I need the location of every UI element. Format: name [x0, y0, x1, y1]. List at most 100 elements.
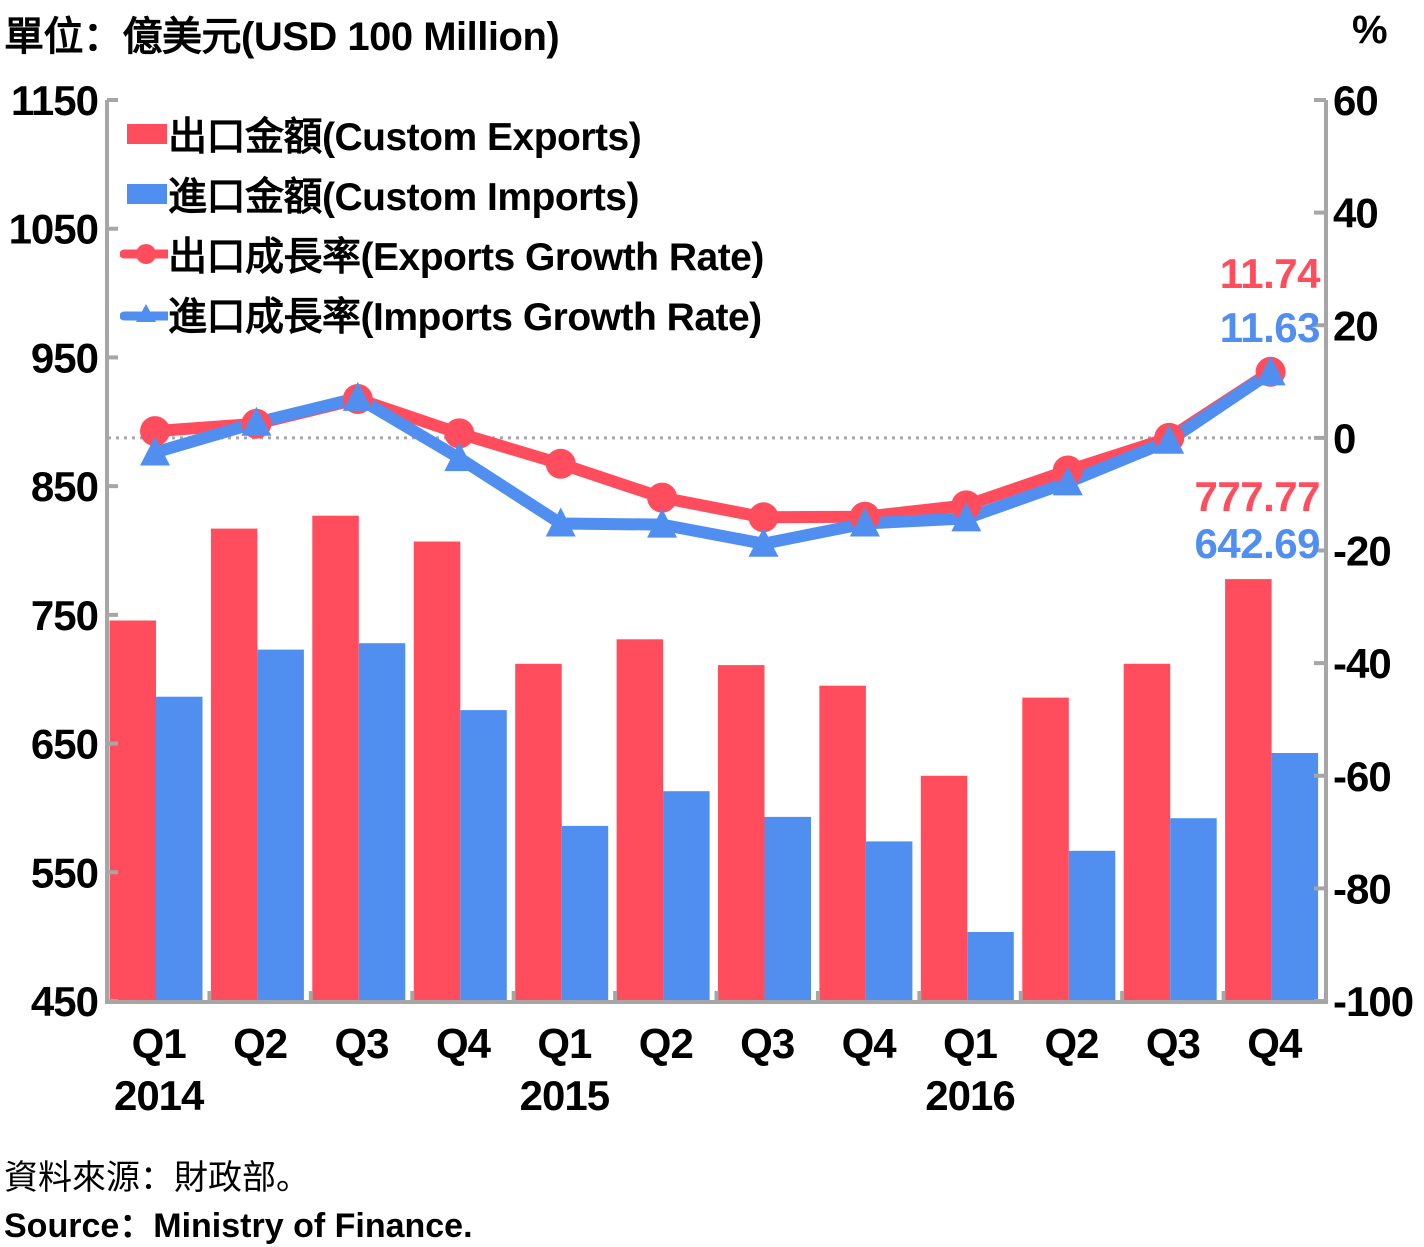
imports-bar — [764, 816, 811, 1001]
x-axis-category-label: Q3 — [740, 1020, 794, 1067]
axes-layer — [105, 98, 1328, 1004]
exports-bar — [819, 685, 866, 1001]
exports-bar — [616, 639, 664, 1001]
exports-growth-point — [647, 482, 678, 513]
left-axis-tick-label: 550 — [31, 849, 98, 896]
imports-growth-line — [153, 367, 1274, 550]
x-axis-category-label: Q1 — [537, 1020, 592, 1067]
imports-growth-point — [444, 442, 475, 472]
exports-growth-data-label: 11.74 — [1220, 250, 1321, 297]
exports-bar — [718, 665, 765, 1001]
imports-growth-point — [545, 507, 576, 537]
left-axis-tick-label: 950 — [31, 334, 98, 381]
labels-layer: 450 550 650 750 850 950 1050 1150 -100 -80 -60 -40 -… — [9, 77, 1415, 1119]
x-axis-category-label: Q2 — [639, 1020, 693, 1067]
left-axis-tick-label: 850 — [31, 463, 98, 510]
x-axis-category-label: Q4 — [1247, 1020, 1303, 1067]
lines-layer — [140, 356, 1286, 557]
exports-bar — [515, 663, 562, 1001]
exports-growth-point — [444, 418, 475, 449]
x-axis-category-label: Q2 — [1044, 1020, 1098, 1067]
x-axis-category-label: Q3 — [1146, 1020, 1200, 1067]
x-axis-category-label: Q1 — [132, 1020, 187, 1067]
imports-growth-point — [647, 508, 678, 538]
right-axis-tick-label: -40 — [1333, 640, 1391, 687]
x-axis-year-label: 2015 — [520, 1072, 610, 1119]
imports-bar — [156, 696, 203, 1001]
left-axis-tick-label: 750 — [31, 592, 98, 639]
imports-bar — [1170, 818, 1217, 1001]
right-axis-tick-label: -20 — [1333, 528, 1391, 575]
imports-growth-data-label: 11.63 — [1220, 304, 1320, 351]
imports-growth-point — [140, 436, 170, 466]
legend-label-imports: 進口金額(Custom Imports) — [168, 176, 640, 219]
legend-label-exports: 出口金額(Custom Exports) — [168, 116, 642, 159]
exports-bar — [210, 528, 258, 1001]
right-axis-tick-label: 0 — [1333, 415, 1355, 462]
right-axis-tick-label: -80 — [1333, 865, 1391, 912]
exports-growth-point — [748, 502, 779, 533]
imports-bar — [561, 825, 609, 1001]
left-axis-tick-label: 450 — [31, 978, 98, 1025]
exports-bar — [1225, 579, 1272, 1001]
right-axis-tick-label: 40 — [1333, 190, 1378, 237]
x-axis-category-label: Q4 — [436, 1020, 492, 1067]
imports-growth-point — [1255, 356, 1286, 386]
source-note-zh: 資料來源：財政部。 — [4, 1159, 310, 1197]
imports-bar — [1271, 753, 1319, 1001]
legend-swatch-exports-growth-line — [120, 244, 168, 264]
left-axis-tick-label: 1150 — [11, 77, 98, 124]
source-note-en: Source：Ministry of Finance. — [4, 1207, 473, 1245]
bars-layer — [109, 515, 1319, 1002]
exports-value-data-label: 777.77 — [1195, 473, 1320, 520]
x-axis-year-label: 2014 — [114, 1072, 205, 1119]
imports-bar — [358, 643, 406, 1001]
right-axis-tick-label: -60 — [1333, 753, 1391, 800]
right-axis-tick-label: 20 — [1333, 302, 1378, 349]
imports-bar — [967, 932, 1014, 1001]
x-axis-year-label: 2016 — [925, 1072, 1014, 1119]
legend-item-exports: 出口金額(Custom Exports) — [120, 104, 764, 164]
x-axis-category-label: Q2 — [233, 1020, 287, 1067]
exports-growth-point — [140, 416, 170, 447]
imports-growth-point — [241, 406, 272, 436]
imports-value-data-label: 642.69 — [1195, 520, 1320, 567]
x-axis-category-label: Q3 — [334, 1020, 388, 1067]
imports-bar — [663, 791, 710, 1001]
imports-growth-point — [748, 527, 779, 557]
legend-label-exports-growth: 出口成長率(Exports Growth Rate) — [168, 236, 764, 279]
imports-bar — [865, 841, 913, 1001]
imports-bar — [1068, 850, 1116, 1001]
x-axis-category-label: Q4 — [842, 1020, 898, 1067]
legend-item-imports: 進口金額(Custom Imports) — [120, 164, 764, 224]
exports-growth-point — [545, 448, 576, 479]
exports-bar — [1123, 663, 1171, 1001]
legend-label-imports-growth: 進口成長率(Imports Growth Rate) — [168, 296, 762, 339]
legend-swatch-imports-bar — [127, 184, 167, 204]
imports-growth-point — [951, 502, 982, 532]
right-axis-tick-label: -100 — [1333, 978, 1413, 1025]
imports-growth-point — [1052, 466, 1083, 496]
exports-bar — [312, 515, 359, 1001]
exports-bar — [920, 775, 968, 1002]
imports-growth-point — [849, 507, 880, 537]
legend: 出口金額(Custom Exports) 進口金額(Custom Imports… — [120, 104, 764, 344]
legend-swatch-imports-growth-line — [120, 304, 168, 322]
exports-bar — [1022, 697, 1069, 1001]
exports-bar — [413, 541, 461, 1001]
left-axis-tick-label: 650 — [31, 721, 98, 768]
exports-growth-line — [154, 366, 1274, 524]
legend-item-imports-growth: 進口成長率(Imports Growth Rate) — [120, 284, 764, 344]
imports-bar — [460, 710, 507, 1001]
imports-growth-point — [342, 381, 373, 411]
imports-bar — [257, 649, 304, 1001]
left-axis-unit-title: 單位：億美元(USD 100 Million) — [4, 15, 560, 59]
left-axis-tick-label: 1050 — [9, 206, 98, 253]
legend-swatch-exports-bar — [127, 124, 167, 144]
right-axis-tick-label: 60 — [1333, 77, 1378, 124]
right-axis-unit-title: % — [1352, 8, 1388, 52]
x-axis-category-label: Q1 — [943, 1020, 998, 1067]
legend-item-exports-growth: 出口成長率(Exports Growth Rate) — [120, 224, 764, 284]
exports-bar — [109, 620, 156, 1001]
